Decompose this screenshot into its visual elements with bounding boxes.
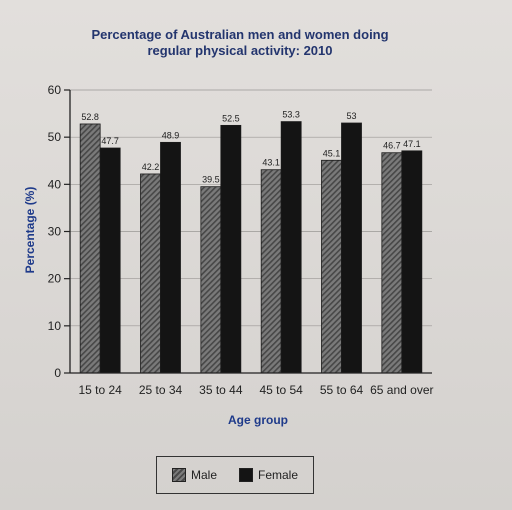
chart-title-line-2: regular physical activity: 2010 (147, 43, 333, 58)
data-label-female: 53.3 (282, 110, 300, 120)
bar-male (79, 123, 101, 374)
legend-swatch-female (239, 468, 253, 482)
data-label-male: 39.5 (202, 175, 220, 185)
y-tick-label: 0 (54, 366, 61, 380)
data-label-female: 53 (346, 111, 356, 121)
data-label-female: 52.5 (222, 113, 240, 123)
data-label-male: 45.1 (323, 148, 341, 158)
x-tick-label: 15 to 24 (78, 383, 122, 397)
data-label-male: 52.8 (81, 112, 99, 122)
x-tick-label: 65 and over (370, 383, 433, 397)
x-tick-label: 45 to 54 (259, 383, 303, 397)
chart-title: Percentage of Australian men and women d… (60, 27, 420, 59)
bar-female (280, 121, 302, 374)
x-tick-label: 35 to 44 (199, 383, 243, 397)
bar-female (220, 124, 242, 374)
x-tick-label: 25 to 34 (139, 383, 183, 397)
data-label-male: 46.7 (383, 141, 401, 151)
legend-item-male: Male (171, 468, 217, 482)
y-axis-title: Percentage (%) (23, 187, 37, 274)
data-label-male: 42.2 (142, 162, 160, 172)
legend-label-female: Female (258, 468, 299, 482)
legend: Male Female (156, 456, 314, 494)
data-label-male: 43.1 (262, 158, 280, 168)
bar-female (99, 147, 121, 374)
y-tick-label: 50 (48, 130, 62, 144)
bar-male (260, 169, 282, 374)
y-tick-label: 40 (48, 177, 62, 191)
chart-title-line-1: Percentage of Australian men and women d… (91, 27, 389, 42)
data-label-female: 47.1 (403, 139, 421, 149)
legend-label-male: Male (190, 468, 217, 482)
y-tick-label: 20 (48, 272, 62, 286)
data-label-female: 47.7 (101, 136, 119, 146)
labels: 0 10 20 30 40 50 60 52.8 47.7 15 to 24 42.2 48.9 25 … (48, 83, 434, 397)
data-label-female: 48.9 (162, 130, 180, 140)
x-axis-title: Age group (228, 413, 288, 427)
y-tick-label: 10 (48, 319, 62, 333)
legend-item-female: Female (239, 468, 298, 482)
legend-swatch-male (171, 468, 186, 482)
grid-lines (70, 89, 432, 327)
y-tick-label: 30 (48, 225, 62, 239)
axes (64, 89, 432, 374)
x-tick-label: 55 to 64 (320, 383, 364, 397)
bar-male (140, 173, 161, 374)
y-tick-label: 60 (48, 83, 62, 97)
bar-female (341, 122, 362, 374)
bar-female (160, 141, 181, 374)
bar-male (381, 152, 403, 374)
bar-chart: 0 10 20 30 40 50 60 52.8 47.7 15 to 24 42.2 48.9 25 … (23, 83, 434, 427)
bar-male (321, 159, 342, 374)
bar-female (401, 150, 423, 374)
bar-male (200, 186, 222, 374)
bars (79, 121, 423, 374)
